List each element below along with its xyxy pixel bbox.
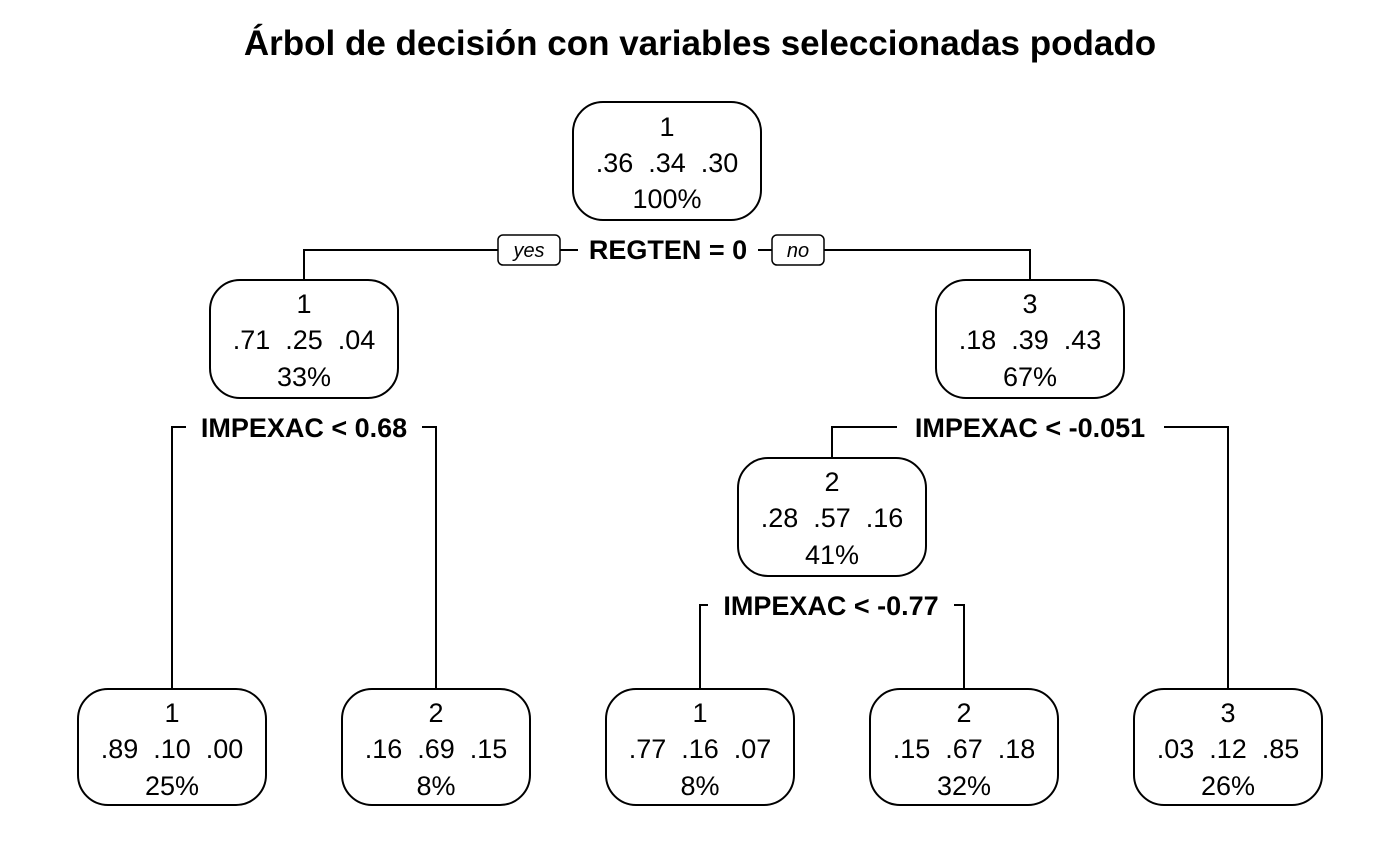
node-probs: .28 .57 .16 [761, 503, 904, 533]
node-probs: .77 .16 .07 [629, 734, 772, 764]
node-percent: 32% [937, 771, 991, 801]
node-percent: 8% [680, 771, 719, 801]
node-probs: .36 .34 .30 [596, 148, 739, 178]
yes-label: yes [511, 240, 544, 262]
node-left: 1 .71 .25 .04 33% [209, 279, 399, 399]
node-probs: .71 .25 .04 [233, 325, 376, 355]
node-percent: 25% [145, 771, 199, 801]
node-percent: 67% [1003, 362, 1057, 392]
leaf-node-4: 2 .15 .67 .18 32% [869, 688, 1059, 806]
node-probs: .18 .39 .43 [959, 325, 1102, 355]
node-class: 2 [824, 467, 839, 497]
node-class: 3 [1022, 289, 1037, 319]
node-probs: .03 .12 .85 [1157, 734, 1300, 764]
node-right: 3 .18 .39 .43 67% [935, 279, 1125, 399]
split-left: IMPEXAC < 0.68 [201, 413, 407, 443]
diagram-title: Árbol de decisión con variables seleccio… [244, 23, 1156, 63]
node-probs: .16 .69 .15 [365, 734, 508, 764]
edge-left-leaf2 [422, 426, 437, 689]
node-class: 2 [428, 698, 443, 728]
split-right-left: IMPEXAC < -0.77 [723, 591, 938, 621]
edge-right-leaf5 [1164, 426, 1229, 689]
node-class: 1 [659, 112, 674, 142]
edge-left-leaf1 [171, 426, 186, 689]
tree-edges [171, 249, 1229, 689]
node-root: 1 .36 .34 .30 100% [572, 101, 762, 221]
node-percent: 8% [416, 771, 455, 801]
split-right: IMPEXAC < -0.051 [915, 413, 1145, 443]
leaf-node-5: 3 .03 .12 .85 26% [1133, 688, 1323, 806]
node-probs: .15 .67 .18 [893, 734, 1036, 764]
node-class: 3 [1220, 698, 1235, 728]
no-label: no [787, 240, 809, 262]
no-tag: no [771, 234, 825, 266]
node-percent: 41% [805, 540, 859, 570]
edge-root-right [824, 249, 1031, 280]
edge-rightleft-leaf4 [954, 604, 965, 689]
node-percent: 100% [632, 184, 701, 214]
edge-root-left [303, 249, 498, 280]
leaf-node-2: 2 .16 .69 .15 8% [341, 688, 531, 806]
edge-rightleft-leaf3 [699, 604, 708, 689]
node-class: 1 [164, 698, 179, 728]
yes-tag: yes [497, 234, 561, 266]
node-right-left: 2 .28 .57 .16 41% [737, 457, 927, 577]
edge-right-rightleft [831, 426, 897, 458]
leaf-node-1: 1 .89 .10 .00 25% [77, 688, 267, 806]
node-percent: 26% [1201, 771, 1255, 801]
node-class: 1 [692, 698, 707, 728]
leaf-node-3: 1 .77 .16 .07 8% [605, 688, 795, 806]
split-root: REGTEN = 0 [589, 235, 747, 265]
node-class: 2 [956, 698, 971, 728]
node-class: 1 [296, 289, 311, 319]
node-percent: 33% [277, 362, 331, 392]
node-probs: .89 .10 .00 [101, 734, 244, 764]
